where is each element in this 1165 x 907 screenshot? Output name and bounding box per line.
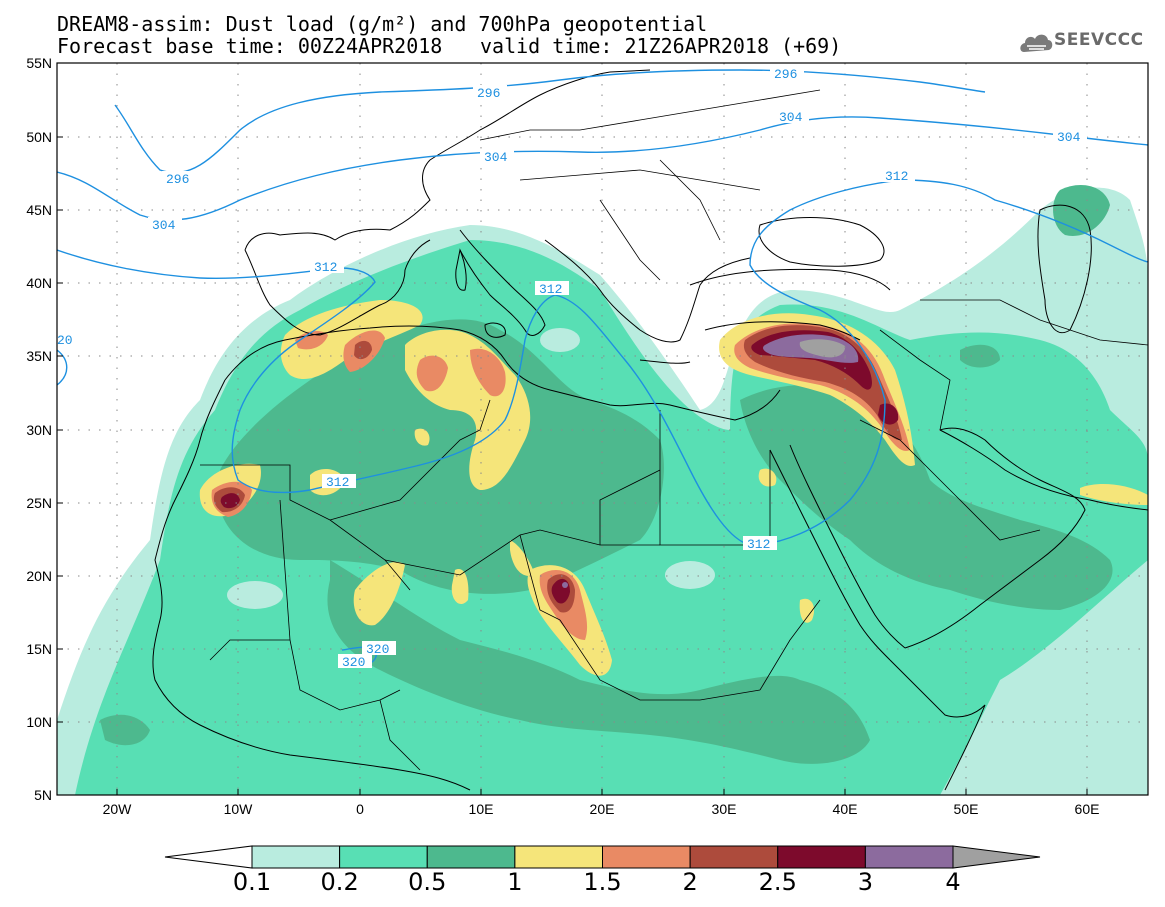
lon-label-40e: 40E	[833, 801, 858, 817]
svg-text:312: 312	[314, 260, 337, 275]
svg-text:304: 304	[1057, 130, 1081, 145]
svg-text:312: 312	[539, 282, 562, 297]
svg-text:320: 320	[366, 642, 389, 657]
valid-time: valid time: 21Z26APR2018 (+69)	[480, 34, 842, 58]
graticule	[57, 63, 1148, 795]
lat-label-50n: 50N	[26, 129, 52, 145]
lon-labels: 20W 10W 0 10E 20E 30E 40E 50E 60E	[103, 801, 1100, 817]
lat-label-20n: 20N	[26, 568, 52, 584]
colorbar-level-label: 0.2	[320, 868, 359, 896]
colorbar-level-label: 0.1	[232, 868, 272, 896]
lon-label-0: 0	[356, 801, 364, 817]
svg-text:296: 296	[774, 67, 797, 82]
svg-text:296: 296	[166, 172, 189, 187]
lat-label-55n: 55N	[26, 55, 52, 71]
lat-label-35n: 35N	[26, 348, 52, 364]
contour-labels: 296 296 296 304 304 304 304 312 312 312 …	[57, 66, 1087, 670]
axis-ticks	[57, 62, 1088, 795]
lat-label-40n: 40N	[26, 275, 52, 291]
lat-label-10n: 10N	[26, 714, 52, 730]
colorbar-level-label: 0.5	[408, 868, 447, 896]
lat-label-30n: 30N	[26, 422, 52, 438]
map-title: DREAM8-assim: Dust load (g/m²) and 700hP…	[57, 12, 708, 36]
lon-label-30e: 30E	[712, 801, 737, 817]
colorbar-level-label: 3	[857, 868, 874, 896]
svg-text:312: 312	[747, 537, 770, 552]
lon-label-10w: 10W	[224, 801, 254, 817]
colorbar-level-label: 1	[507, 868, 523, 896]
lon-label-20e: 20E	[590, 801, 615, 817]
svg-text:296: 296	[477, 86, 500, 101]
lon-label-60e: 60E	[1075, 801, 1100, 817]
seevccc-logo-text: SEEVCCC	[1054, 30, 1144, 50]
svg-text:312: 312	[885, 169, 908, 184]
svg-text:304: 304	[779, 110, 803, 125]
colorbar-level-label: 4	[945, 868, 961, 896]
lat-labels: 55N 50N 45N 40N 35N 30N 25N 20N 15N 10N …	[26, 55, 52, 803]
svg-text:304: 304	[152, 218, 176, 233]
colorbar-level-label: 2	[682, 868, 698, 896]
lat-label-15n: 15N	[26, 641, 52, 657]
svg-text:312: 312	[326, 475, 349, 490]
forecast-base-time: Forecast base time: 00Z24APR2018	[57, 34, 443, 58]
lat-label-45n: 45N	[26, 202, 52, 218]
colorbar-level-label: 1.5	[583, 868, 622, 896]
colorbar-level-label: 2.5	[758, 868, 797, 896]
coastlines	[152, 69, 1148, 791]
svg-text:20: 20	[57, 333, 73, 348]
cloud-icon	[1020, 34, 1053, 52]
lat-label-25n: 25N	[26, 495, 52, 511]
lon-label-10e: 10E	[469, 801, 494, 817]
lat-label-5n: 5N	[34, 787, 52, 803]
lon-label-20w: 20W	[103, 801, 133, 817]
svg-text:304: 304	[484, 150, 508, 165]
svg-text:320: 320	[342, 655, 365, 670]
country-borders	[200, 89, 1148, 771]
lon-label-50e: 50E	[954, 801, 979, 817]
